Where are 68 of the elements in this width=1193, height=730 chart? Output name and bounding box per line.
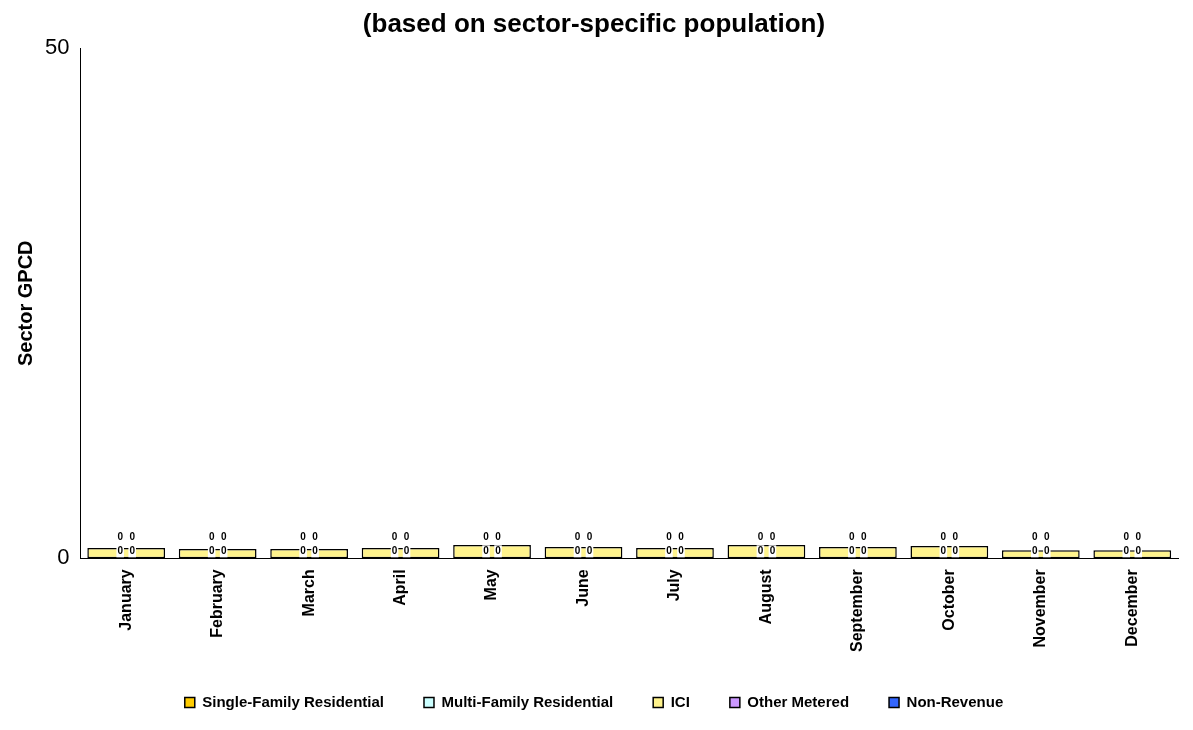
- x-tick-label: February: [208, 569, 226, 638]
- data-label: 0: [483, 531, 490, 543]
- data-label: 0: [757, 545, 764, 557]
- data-label: 0: [117, 545, 124, 557]
- data-label: 0: [391, 531, 398, 543]
- data-label: 0: [1123, 545, 1130, 557]
- data-label: 0: [300, 531, 307, 543]
- x-tick-label: August: [756, 568, 774, 625]
- data-label: 0: [666, 545, 673, 557]
- data-label: 0: [952, 545, 959, 557]
- data-label: 0: [495, 531, 502, 543]
- x-tick-label: December: [1122, 569, 1140, 647]
- data-label: 0: [117, 531, 124, 543]
- y-tick-label: 50: [44, 34, 70, 60]
- data-label: 0: [861, 531, 868, 543]
- data-label: 0: [208, 531, 215, 543]
- y-axis-title: Sector GPCD: [13, 240, 36, 367]
- chart-title: (based on sector-specific population): [362, 7, 826, 38]
- data-label: 0: [300, 545, 307, 557]
- legend-label: Other Metered: [747, 692, 850, 710]
- data-label: 0: [757, 531, 764, 543]
- legend-label: ICI: [670, 692, 690, 710]
- legend-label: Multi-Family Residential: [441, 692, 614, 710]
- data-label: 0: [1032, 545, 1039, 557]
- data-label: 0: [849, 545, 856, 557]
- data-label: 0: [403, 531, 410, 543]
- data-label: 0: [678, 531, 685, 543]
- data-label: 0: [574, 531, 581, 543]
- data-label: 0: [1135, 531, 1142, 543]
- data-label: 0: [1123, 531, 1130, 543]
- data-label: 0: [312, 531, 319, 543]
- data-label: 0: [1032, 531, 1039, 543]
- data-label: 0: [220, 545, 227, 557]
- x-tick-label: April: [390, 569, 408, 606]
- data-label: 0: [312, 545, 319, 557]
- data-label: 0: [208, 545, 215, 557]
- legend-label: Single-Family Residential: [202, 692, 384, 710]
- data-label: 0: [940, 531, 947, 543]
- data-label: 0: [769, 545, 776, 557]
- x-tick-label: November: [1031, 569, 1049, 648]
- data-label: 0: [1135, 545, 1142, 557]
- data-label: 0: [495, 545, 502, 557]
- legend-label: Non-Revenue: [906, 692, 1004, 710]
- data-label: 0: [849, 531, 856, 543]
- data-label: 0: [391, 545, 398, 557]
- x-tick-label: January: [116, 569, 134, 631]
- data-label: 0: [220, 531, 227, 543]
- x-tick-label: September: [848, 569, 866, 653]
- data-label: 0: [940, 545, 947, 557]
- x-tick-label: March: [299, 569, 317, 617]
- x-tick-label: July: [665, 569, 683, 602]
- data-label: 0: [586, 545, 593, 557]
- data-label: 0: [1044, 545, 1051, 557]
- data-label: 0: [483, 545, 490, 557]
- data-label: 0: [861, 545, 868, 557]
- data-label: 0: [574, 545, 581, 557]
- data-label: 0: [403, 545, 410, 557]
- data-label: 0: [586, 531, 593, 543]
- x-tick-label: May: [482, 569, 500, 601]
- data-label: 0: [129, 545, 136, 557]
- data-label: 0: [952, 531, 959, 543]
- data-label: 0: [769, 531, 776, 543]
- data-label: 0: [1044, 531, 1051, 543]
- x-tick-label: June: [573, 569, 591, 607]
- x-tick-label: October: [939, 569, 957, 631]
- data-label: 0: [129, 531, 136, 543]
- data-label: 0: [666, 531, 673, 543]
- data-label: 0: [678, 545, 685, 557]
